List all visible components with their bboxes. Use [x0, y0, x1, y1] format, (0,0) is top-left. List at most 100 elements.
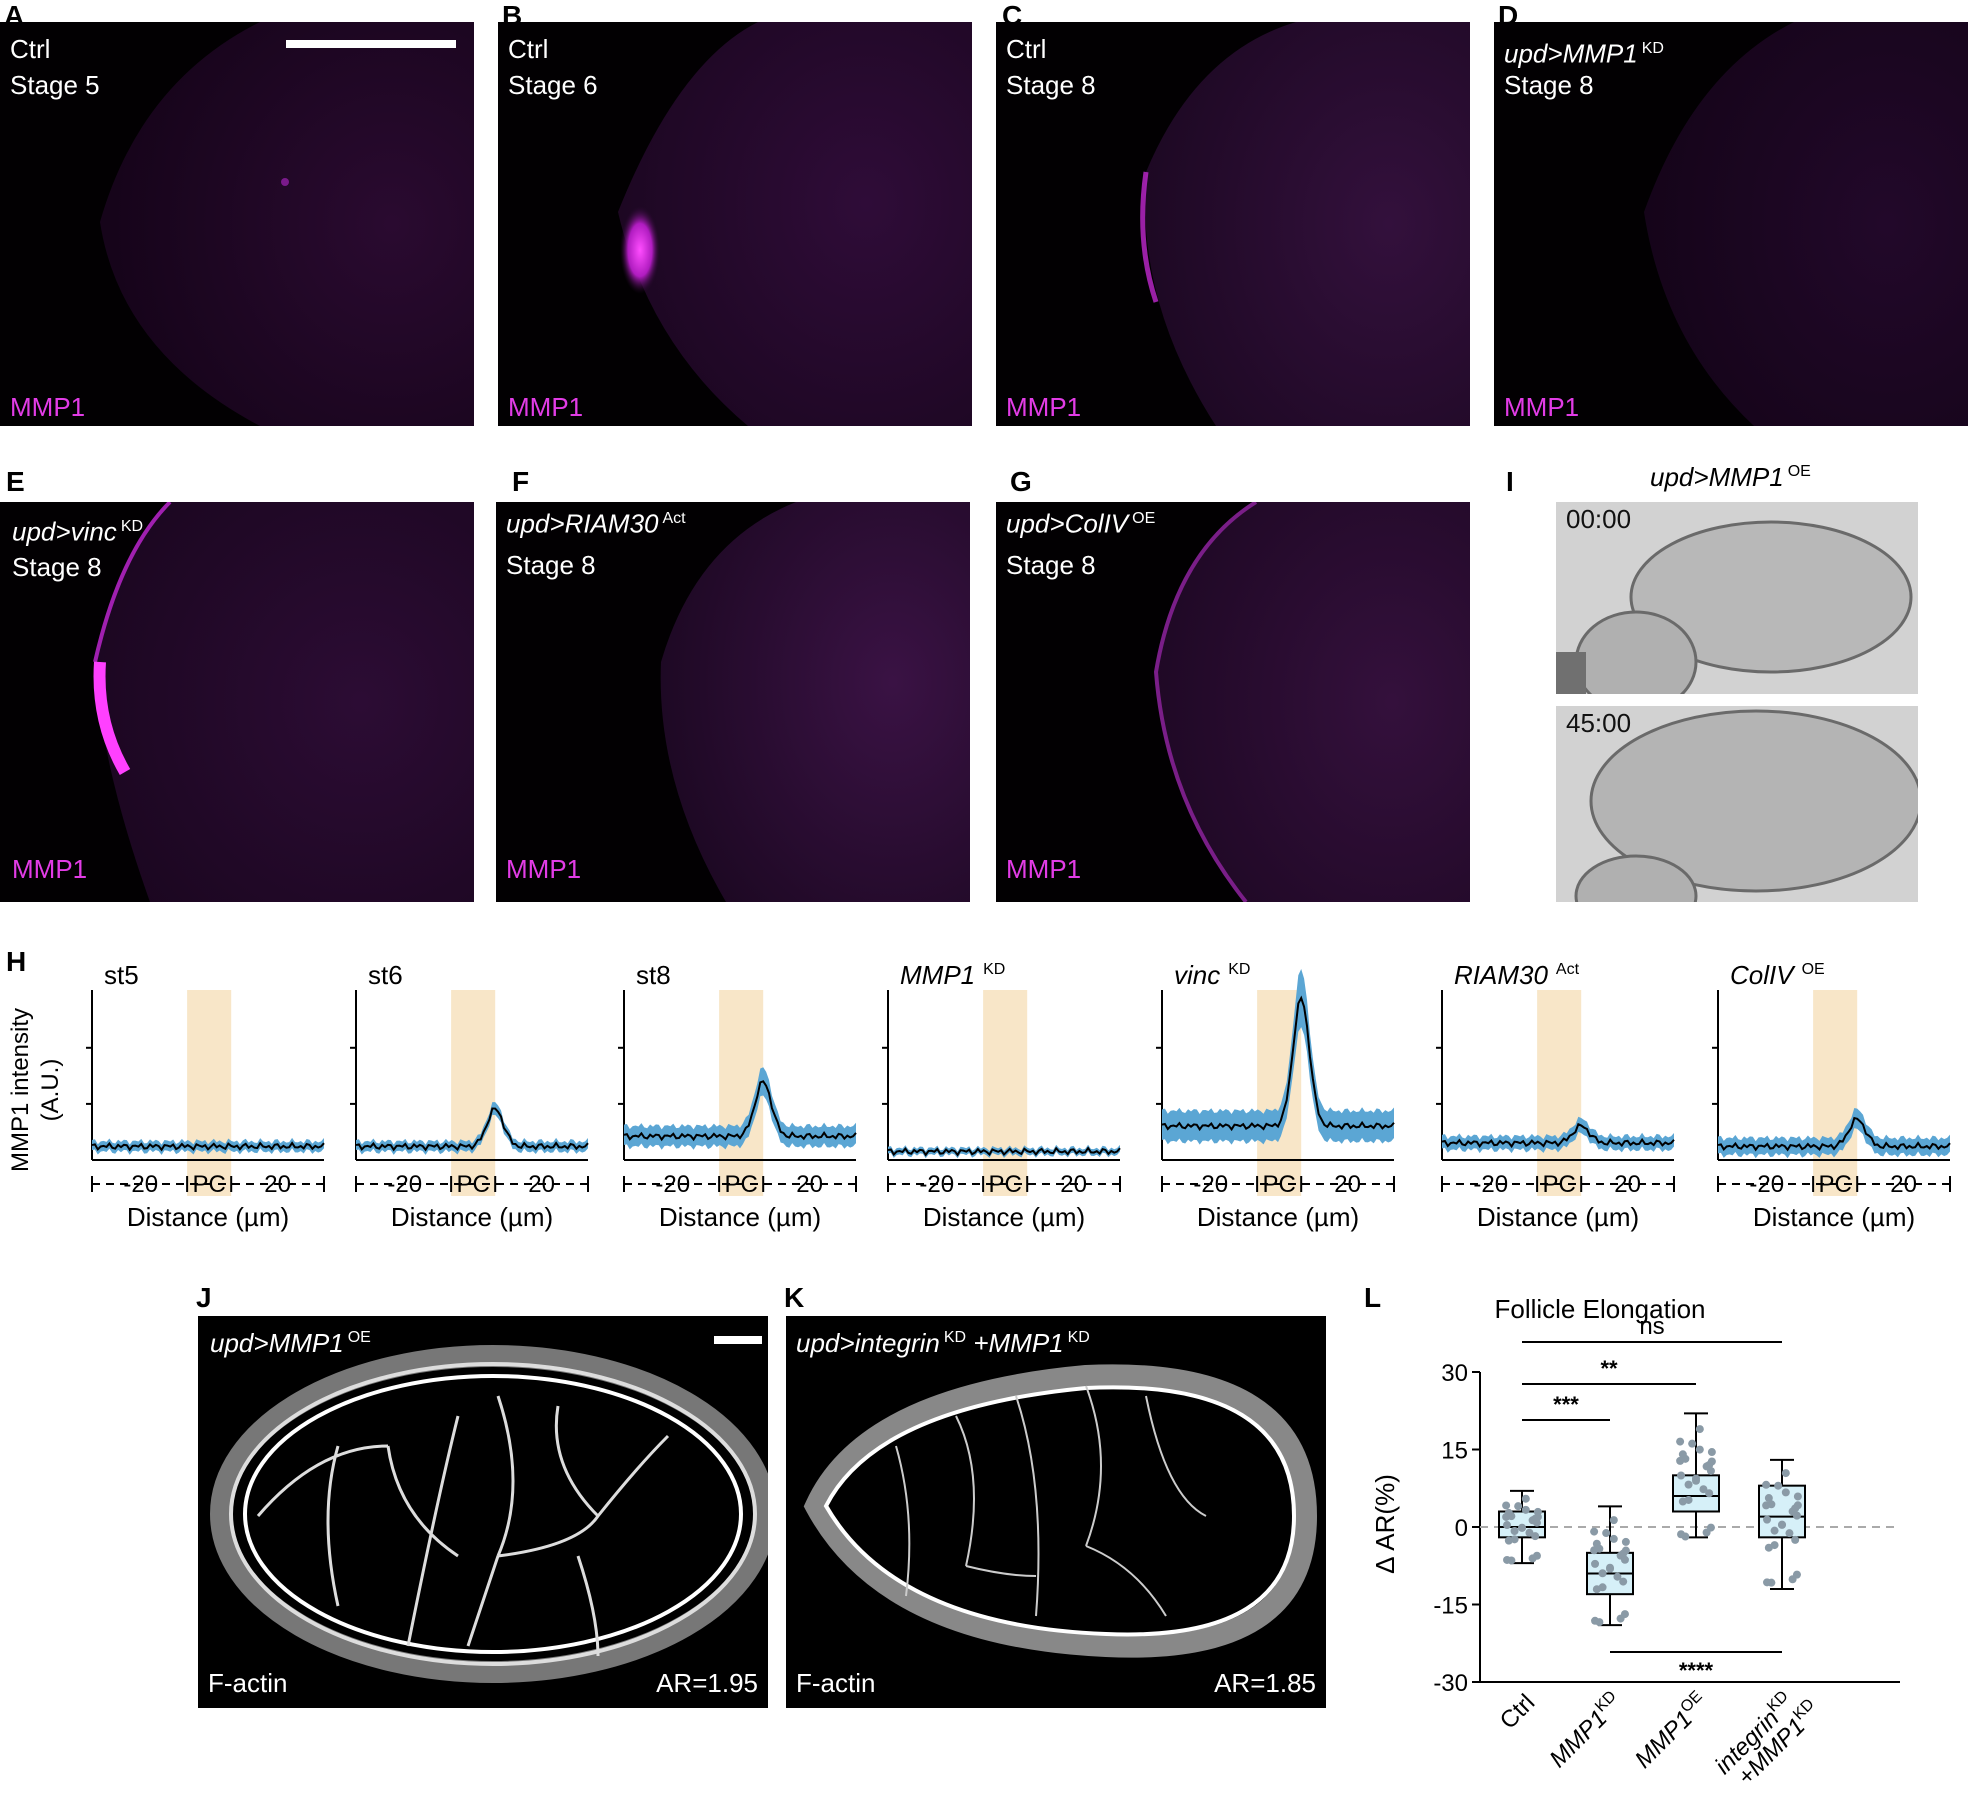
panel-j-ar: AR=1.95 — [656, 1668, 758, 1698]
distance-label: Distance (µm) — [1197, 1202, 1359, 1232]
tick-pc: PC — [1818, 1171, 1851, 1198]
profile-title: vinc KD — [1174, 960, 1250, 990]
tick-right: 20 — [1060, 1171, 1087, 1198]
data-point — [1791, 1535, 1800, 1544]
profile-title: st5 — [104, 960, 139, 990]
profile-plot-5: vinc KD -20 PC 20 Distance (µm) — [1156, 960, 1395, 1232]
data-point — [1531, 1532, 1540, 1541]
data-point — [1681, 1454, 1690, 1463]
tick-left: -20 — [1473, 1171, 1508, 1198]
panel-j-stain: F-actin — [208, 1668, 288, 1698]
distance-label: Distance (µm) — [659, 1202, 821, 1232]
panel-d-stage: Stage 8 — [1504, 70, 1594, 100]
mean-line — [887, 1146, 1121, 1157]
y-tick-label: 0 — [1455, 1515, 1468, 1542]
category-label: MMP1KD — [1543, 1688, 1628, 1773]
data-point — [1695, 1425, 1704, 1434]
panel-k-stain: F-actin — [796, 1668, 876, 1698]
data-point — [1699, 1485, 1708, 1494]
significance-label: ns — [1639, 1313, 1664, 1340]
data-point — [1676, 1437, 1685, 1446]
mean-line — [355, 1107, 589, 1152]
micrograph-d-image — [1494, 22, 1968, 426]
brightfield-4500-image — [1556, 706, 1918, 902]
profile-plot-7: ColIV OE -20 PC 20 Distance (µm) — [1712, 960, 1951, 1232]
profile-plot-6: RIAM30 Act -20 PC 20 Distance (µm) — [1436, 960, 1675, 1232]
mean-line — [91, 1141, 325, 1152]
profile-plot-1: st5 -20 PC 20 Distance (µm) — [86, 960, 325, 1232]
box-4 — [1758, 1458, 1806, 1590]
data-point — [1692, 1476, 1701, 1485]
category-label: Ctrl — [1495, 1689, 1540, 1734]
y-tick-label: -15 — [1433, 1593, 1468, 1620]
data-point — [1688, 1439, 1697, 1448]
micrograph-a: Ctrl Stage 5 MMP1 — [0, 22, 474, 426]
data-point — [1793, 1492, 1802, 1501]
sem-band — [888, 1144, 1120, 1159]
data-point — [1778, 1520, 1787, 1529]
profile-plot-2: st6 -20 PC 20 Distance (µm) — [350, 960, 589, 1232]
mean-line — [1161, 995, 1395, 1132]
micrograph-f-image — [496, 502, 970, 902]
panel-a-stage: Stage 5 — [10, 70, 100, 100]
panel-c-stage: Stage 8 — [1006, 70, 1096, 100]
category-label: MMP1OE — [1628, 1688, 1714, 1774]
sem-band — [356, 1102, 588, 1155]
data-point — [1619, 1577, 1628, 1586]
distance-label: Distance (µm) — [1753, 1202, 1915, 1232]
box-1 — [1498, 1489, 1546, 1565]
data-point — [1502, 1501, 1511, 1510]
distance-label: Distance (µm) — [127, 1202, 289, 1232]
panel-e-condition: upd>vinc KD — [12, 516, 144, 547]
data-point — [1616, 1614, 1625, 1623]
tick-right: 20 — [264, 1171, 291, 1198]
profile-title: MMP1 KD — [900, 960, 1005, 990]
data-point — [1507, 1512, 1516, 1521]
micrograph-k-image — [786, 1316, 1326, 1708]
data-point — [1774, 1481, 1783, 1490]
micrograph-g: upd>ColIV OE Stage 8 MMP1 — [996, 502, 1470, 902]
panel-e-stage: Stage 8 — [12, 552, 102, 582]
data-point — [1677, 1471, 1686, 1480]
panel-j-title: upd>MMP1 OE — [210, 1328, 371, 1358]
tick-right: 20 — [1614, 1171, 1641, 1198]
data-point — [1764, 1494, 1773, 1503]
tick-pc: PC — [988, 1171, 1021, 1198]
data-point — [1595, 1544, 1604, 1553]
box-plot-ylabel: Δ AR(%) — [1370, 1474, 1400, 1574]
pc-band — [1537, 990, 1582, 1196]
micrograph-g-image — [996, 502, 1470, 902]
panel-d-marker: MMP1 — [1504, 392, 1580, 422]
data-point — [1528, 1554, 1537, 1563]
tick-pc: PC — [1262, 1171, 1295, 1198]
data-point — [1621, 1537, 1630, 1546]
y-tick-label: -30 — [1433, 1670, 1468, 1697]
panel-g-stage: Stage 8 — [1006, 550, 1096, 580]
data-point — [1781, 1488, 1790, 1497]
data-point — [1767, 1500, 1776, 1509]
data-point — [1705, 1489, 1714, 1498]
profile-title: ColIV OE — [1730, 960, 1825, 990]
data-point — [1781, 1469, 1790, 1478]
panel-d-condition: upd>MMP1 KD — [1504, 38, 1664, 69]
data-point — [1590, 1527, 1599, 1536]
sem-band — [624, 1067, 856, 1150]
data-point — [1532, 1518, 1541, 1527]
tick-right: 20 — [796, 1171, 823, 1198]
micrograph-k: upd>integrin KD +MMP1 KD F-actin AR=1.85 — [786, 1316, 1326, 1708]
pc-band — [451, 990, 496, 1196]
data-point — [1788, 1575, 1797, 1584]
data-point — [1510, 1527, 1519, 1536]
tick-left: -20 — [655, 1171, 690, 1198]
profile-plot-3: st8 -20 PC 20 Distance (µm) — [618, 960, 857, 1232]
mean-line — [1441, 1122, 1675, 1149]
micrograph-j-image — [198, 1316, 768, 1708]
profile-plot-4: MMP1 KD -20 PC 20 Distance (µm) — [882, 960, 1121, 1232]
micrograph-b-image — [498, 22, 972, 426]
micrograph-j: upd>MMP1 OE F-actin AR=1.95 — [198, 1316, 768, 1708]
tick-pc: PC — [1542, 1171, 1575, 1198]
pc-band — [983, 990, 1028, 1196]
data-point — [1598, 1583, 1607, 1592]
data-point — [1619, 1549, 1628, 1558]
panel-label-f: F — [512, 466, 530, 497]
